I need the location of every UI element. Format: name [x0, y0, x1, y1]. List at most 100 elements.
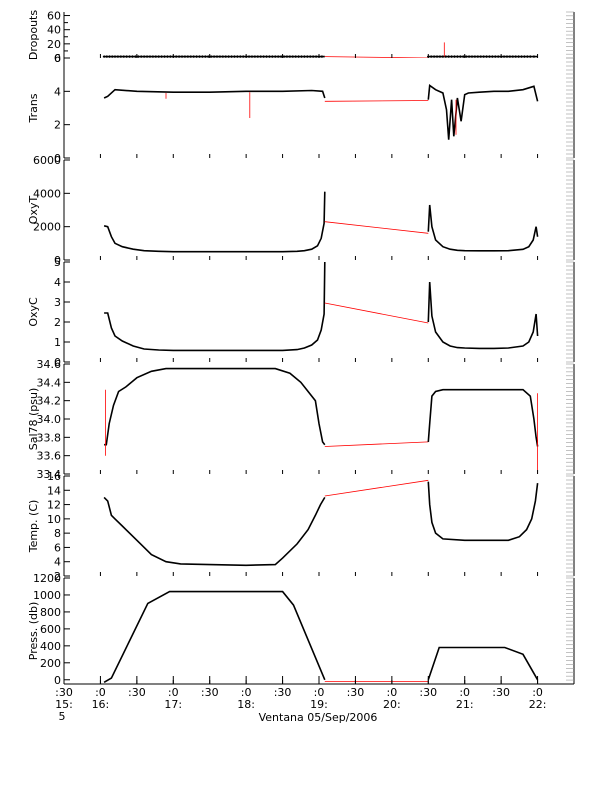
y-tick-label: 4	[54, 276, 61, 289]
y-tick-label: 1000	[33, 589, 61, 602]
y-tick-label: 1	[54, 336, 61, 349]
y-axis-title: Dropouts	[27, 10, 40, 60]
x-tick-hour-label: 22:	[529, 698, 547, 711]
panel-6: 0 200 400 600 800 1000 1200 Press. (db)	[27, 572, 575, 687]
y-tick-label: 200	[40, 657, 61, 670]
y-tick-label: 4000	[33, 187, 61, 200]
y-tick-label: 40	[47, 24, 61, 37]
panel-4: 33.4 33.6 33.8 34.0 34.2 34.4 34.6 Sal78 (psu)	[27, 358, 575, 481]
y-tick-label: 0	[54, 152, 61, 165]
y-tick-label: 14	[47, 484, 61, 497]
series-line	[427, 84, 539, 140]
x-tick-hour-label: 19:	[310, 698, 328, 711]
series-line	[427, 481, 539, 542]
x-tick-label: :0	[459, 686, 470, 699]
panel-3: 0 1 2 3 4 5 OxyC	[27, 256, 575, 369]
x-tick-label: :0	[95, 686, 106, 699]
series-line	[103, 496, 326, 567]
x-tick-label: :0	[314, 686, 325, 699]
x-tick-label: :30	[419, 686, 437, 699]
x-tick-label: :30	[492, 686, 510, 699]
y-tick-label: 34.0	[37, 413, 62, 426]
panel-series	[103, 590, 539, 683]
y-tick-label: 16	[47, 470, 61, 483]
y-tick-label: 800	[40, 606, 61, 619]
y-tick-label: 6	[54, 52, 61, 65]
y-axis-title: OxyT	[27, 196, 40, 225]
x-extra-label: 5	[59, 710, 66, 723]
y-axis-title: Trans	[27, 93, 40, 123]
series-line	[427, 281, 539, 350]
y-tick-label: 0	[54, 254, 61, 267]
y-tick-label: 2	[54, 316, 61, 329]
y-tick-label: 1200	[33, 572, 61, 585]
x-tick-label: :30	[128, 686, 146, 699]
y-tick-label: 2	[54, 570, 61, 583]
x-tick-label: :0	[386, 686, 397, 699]
x-tick-hour-label: 21:	[456, 698, 474, 711]
x-axis: :3015::016::30:017::30:018::30:019::30:0…	[55, 676, 574, 723]
x-tick-hour-label: 15:	[55, 698, 73, 711]
series-line	[427, 204, 539, 252]
y-tick-label: 6000	[33, 154, 61, 167]
y-tick-label: 3	[54, 296, 61, 309]
x-tick-label: :30	[201, 686, 219, 699]
y-tick-label: 4	[54, 556, 61, 569]
y-tick-label: 0	[54, 674, 61, 687]
chart-panels: 0204060Dropouts0246Trans0200040006000Oxy…	[27, 10, 575, 687]
series-line	[324, 441, 429, 447]
y-axis-title: Temp. (C)	[27, 500, 40, 554]
y-axis-title: Press. (db)	[27, 602, 40, 661]
x-tick-hour-label: 17:	[164, 698, 182, 711]
series-line	[324, 56, 429, 58]
panel-series	[103, 84, 539, 140]
y-tick-label: 34.2	[37, 395, 62, 408]
y-tick-label: 33.4	[37, 468, 62, 481]
y-tick-label: 0	[54, 52, 61, 65]
series-line	[324, 479, 429, 497]
y-tick-label: 5	[54, 256, 61, 269]
series-line	[324, 302, 429, 324]
series-line	[103, 191, 326, 253]
x-tick-hour-label: 16:	[92, 698, 110, 711]
series-line	[103, 590, 326, 683]
y-tick-label: 2000	[33, 221, 61, 234]
panel-series	[102, 42, 538, 58]
x-tick-label: :30	[274, 686, 292, 699]
y-tick-label: 33.8	[37, 431, 62, 444]
y-tick-label: 600	[40, 623, 61, 636]
series-line	[324, 100, 429, 102]
y-tick-label: 400	[40, 640, 61, 653]
x-tick-hour-label: 18:	[237, 698, 255, 711]
panel-series	[104, 262, 539, 352]
series-line	[427, 646, 539, 681]
x-tick-label: :0	[532, 686, 543, 699]
panel-2: 0 2000 4000 6000 OxyT	[27, 154, 575, 267]
y-tick-label: 60	[47, 10, 61, 23]
series-line	[104, 367, 326, 446]
y-tick-label: 2	[54, 119, 61, 132]
y-tick-label: 4	[54, 85, 61, 98]
y-axis-title: Sal78 (psu)	[27, 388, 40, 451]
x-tick-label: :30	[347, 686, 365, 699]
y-tick-label: 34.6	[37, 358, 62, 371]
x-tick-hour-label: 20:	[383, 698, 401, 711]
x-tick-label: :0	[168, 686, 179, 699]
x-tick-label: :0	[241, 686, 252, 699]
y-tick-label: 0	[54, 356, 61, 369]
y-tick-label: 10	[47, 513, 61, 526]
y-tick-label: 8	[54, 527, 61, 540]
panel-series	[103, 191, 539, 253]
y-tick-label: 33.6	[37, 450, 62, 463]
series-line	[324, 221, 429, 234]
panel-series	[104, 367, 539, 474]
y-tick-label: 20	[47, 38, 61, 51]
series-line	[103, 88, 326, 99]
series-line	[104, 262, 326, 352]
y-axis-title: OxyC	[27, 297, 40, 327]
y-tick-label: 12	[47, 499, 61, 512]
series-line	[427, 388, 539, 447]
x-tick-label: :30	[55, 686, 73, 699]
